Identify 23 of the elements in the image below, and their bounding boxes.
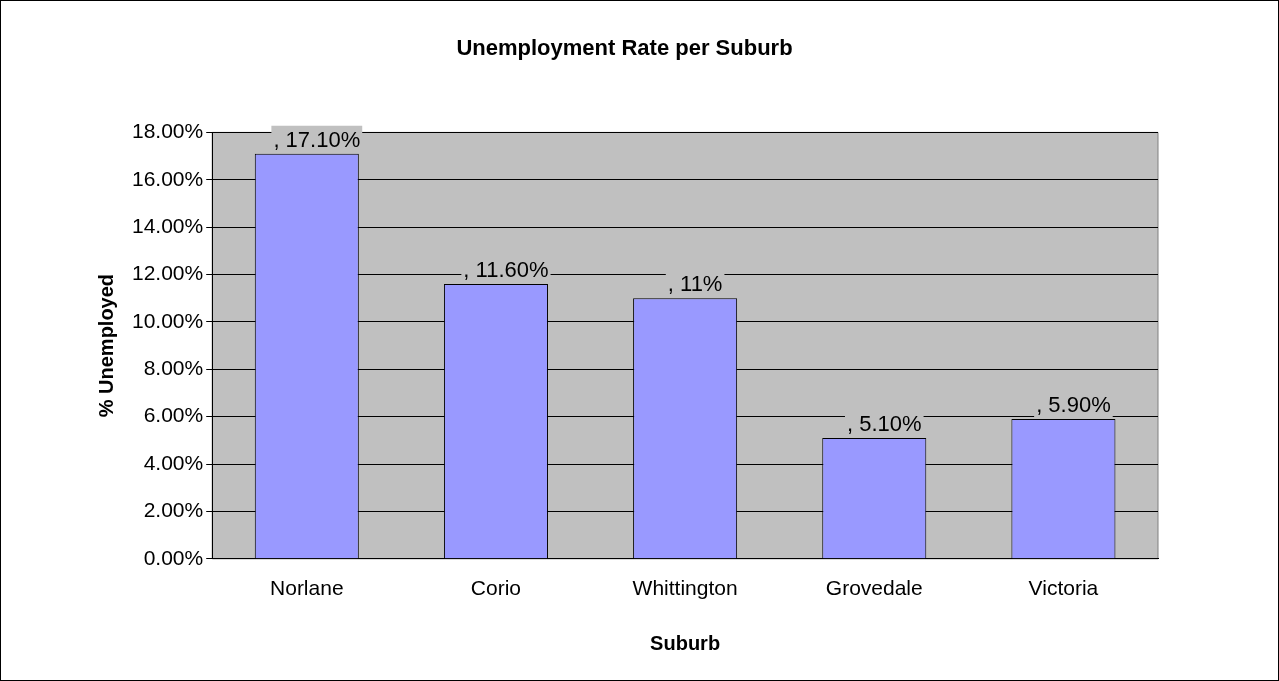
data-label: , 11.60% [463,257,549,283]
y-tick-label: 0.00% [143,545,204,569]
x-tick-label: Victoria [1028,576,1099,600]
data-label: , 5.90% [1036,392,1111,418]
y-tick-label: 16.00% [131,166,204,190]
y-tick-label: 6.00% [143,403,204,427]
y-tick-label: 2.00% [143,498,204,522]
x-tick-label: Grovedale [825,576,923,600]
x-tick-label: Norlane [270,576,344,600]
y-axis-title: % Unemployed [94,273,117,418]
x-axis-title: Suburb [650,631,721,654]
data-label: , 11% [667,271,723,297]
data-label: , 5.10% [846,411,922,437]
y-tick-label: 4.00% [143,450,204,474]
data-label: , 17.10% [273,126,361,152]
y-tick-label: 12.00% [131,261,204,285]
y-tick-label: 8.00% [143,356,204,380]
chart-title: Unemployment Rate per Suburb [456,35,793,61]
x-tick-label: Corio [470,576,522,600]
y-tick-label: 14.00% [131,213,204,237]
y-tick-label: 10.00% [131,308,204,332]
y-tick-label: 18.00% [131,119,204,143]
x-tick-label: Whittington [632,576,738,600]
